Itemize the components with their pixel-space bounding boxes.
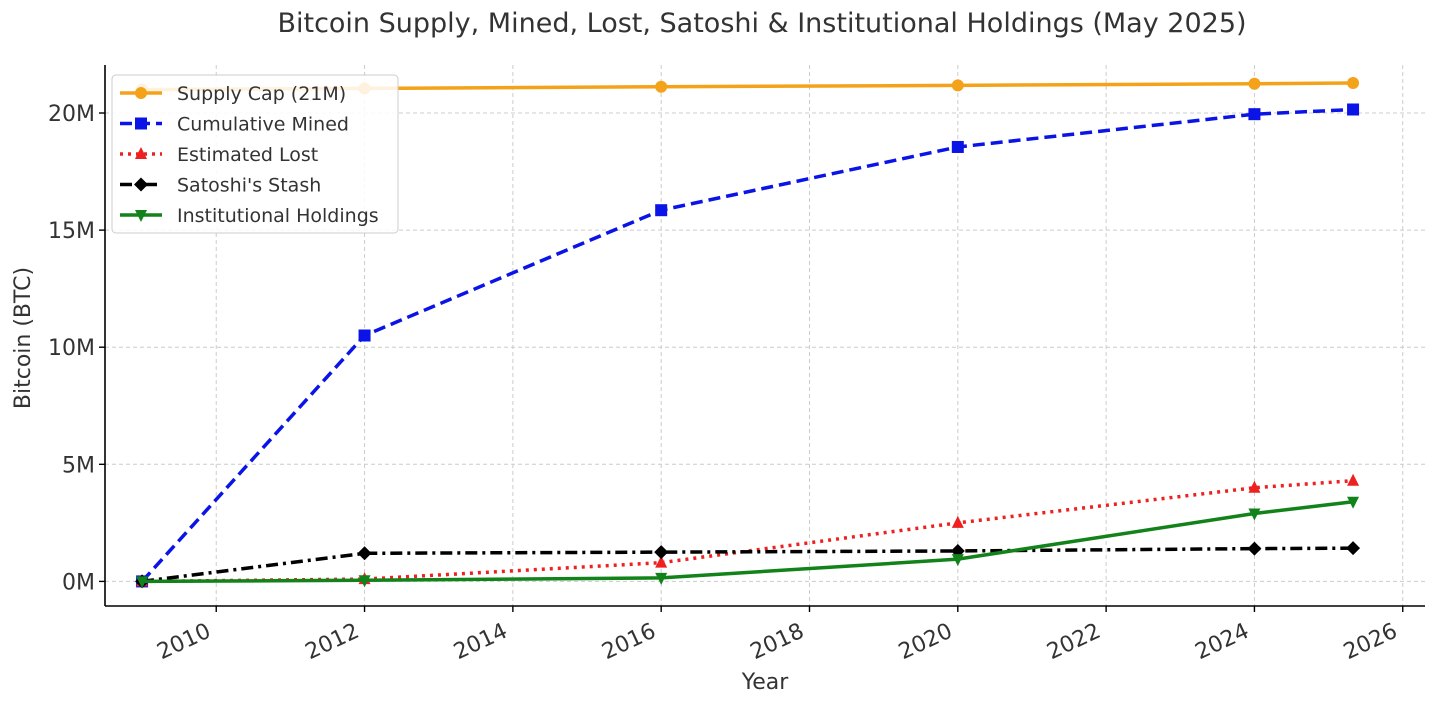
data-point [655, 204, 668, 217]
data-point [1347, 77, 1360, 90]
series-4 [136, 496, 1360, 589]
y-tick-label: 20M [48, 102, 95, 127]
y-axis-label: Bitcoin (BTC) [11, 267, 36, 409]
series-line [141, 546, 1354, 584]
series-2 [136, 473, 1360, 587]
data-point [951, 554, 964, 567]
data-point [951, 515, 964, 528]
x-tick-label: 2018 [747, 619, 808, 665]
data-point [655, 572, 668, 585]
legend: Supply Cap (21M) Cumulative Mined Estimate… [111, 74, 399, 234]
data-point [1247, 541, 1262, 556]
data-point [1248, 480, 1261, 493]
x-ticks: 2010 2012 2014 2016 2018 2020 2022 2024 2026 [153, 606, 1404, 665]
data-point [357, 546, 372, 561]
y-ticks: 0M 5M 10M 15M 20M [48, 102, 105, 595]
data-point [654, 545, 669, 560]
data-point [1347, 496, 1360, 509]
data-point [358, 329, 371, 342]
data-point [1347, 473, 1360, 486]
x-tick-label: 2016 [598, 619, 659, 665]
chart-title: Bitcoin Supply, Mined, Lost, Satoshi & I… [277, 8, 1246, 39]
x-axis-label: Year [741, 670, 790, 695]
data-point [951, 79, 964, 92]
series-line [142, 478, 1354, 584]
legend-swatch-marker [135, 147, 147, 159]
data-point [951, 140, 964, 153]
data-point [1248, 77, 1261, 90]
x-tick-label: 2026 [1340, 619, 1401, 665]
legend-label: Satoshi's Stash [177, 175, 321, 197]
x-tick-label: 2012 [302, 619, 363, 665]
x-tick-label: 2010 [153, 619, 214, 665]
x-tick-label: 2022 [1043, 619, 1104, 665]
axes [104, 65, 1425, 607]
legend-box [111, 74, 399, 234]
legend-label: Cumulative Mined [177, 114, 349, 136]
legend-label: Institutional Holdings [177, 205, 379, 227]
x-tick-label: 2014 [450, 619, 511, 665]
legend-swatch-marker [135, 117, 147, 130]
data-point [358, 575, 371, 588]
legend-swatch-marker [134, 177, 148, 192]
data-point [655, 80, 668, 93]
y-tick-label: 0M [62, 570, 95, 595]
data-point [1346, 541, 1361, 556]
legend-swatch-marker [135, 87, 147, 99]
data-point [136, 576, 149, 589]
x-tick-label: 2020 [895, 619, 956, 665]
series-line [140, 107, 1354, 583]
data-point [655, 555, 668, 568]
y-tick-label: 10M [48, 336, 95, 361]
x-tick-label: 2024 [1192, 619, 1253, 665]
y-tick-label: 15M [48, 219, 95, 244]
data-point [1248, 508, 1261, 521]
y-tick-label: 5M [62, 453, 95, 478]
legend-swatch-marker [135, 210, 147, 222]
legend-label: Supply Cap (21M) [177, 83, 346, 105]
series-line [142, 500, 1354, 584]
legend-label: Estimated Lost [177, 144, 318, 166]
data-point [1248, 108, 1261, 121]
data-point [1347, 103, 1360, 116]
